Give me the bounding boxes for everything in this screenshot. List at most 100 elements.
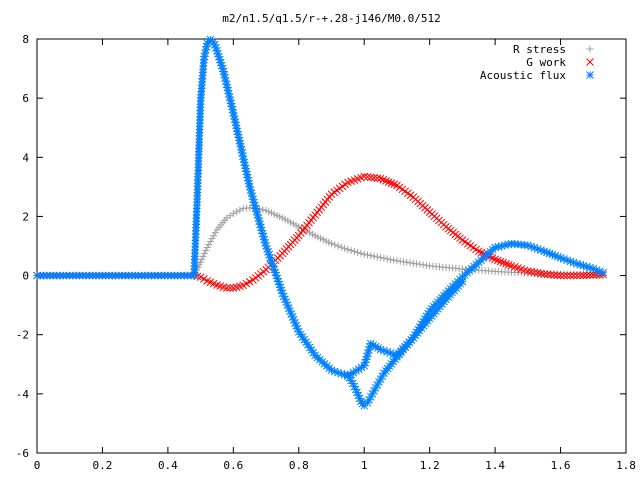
y-tick-label: -2 [16, 329, 29, 342]
data-point [370, 252, 378, 260]
data-point [337, 243, 345, 251]
data-point [205, 241, 213, 249]
x-tick-label: 1.4 [485, 459, 505, 472]
data-point [334, 242, 342, 250]
plot-frame [36, 38, 627, 454]
data-point [390, 256, 398, 264]
data-point [382, 176, 390, 185]
data-point [384, 178, 393, 186]
data-point [210, 232, 218, 240]
data-point [393, 257, 401, 265]
legend-entry: G work [526, 56, 594, 69]
data-point [202, 246, 210, 254]
series-g-work [33, 172, 607, 292]
y-tick-label: -4 [16, 388, 30, 401]
data-point [413, 260, 421, 268]
data-point [208, 235, 216, 243]
data-point [347, 246, 355, 254]
data-point [499, 258, 508, 267]
data-point [416, 260, 424, 268]
data-point [458, 277, 467, 286]
legend-label: G work [526, 56, 566, 69]
data-point [399, 258, 407, 266]
data-point [376, 174, 385, 183]
data-point [363, 173, 372, 181]
data-point [354, 248, 362, 256]
data-point [573, 271, 581, 280]
x-tick-label: 0.8 [289, 459, 309, 472]
x-tick-label: 1.2 [420, 459, 440, 472]
data-point [198, 255, 206, 263]
data-point [203, 243, 211, 251]
data-point [259, 206, 267, 214]
y-tick-label: -6 [16, 447, 29, 460]
y-tick-label: 2 [22, 210, 29, 223]
data-point [211, 229, 219, 237]
data-point [502, 259, 510, 268]
data-point [406, 259, 414, 267]
series-layer [33, 35, 607, 410]
data-point [533, 269, 542, 277]
data-point [546, 270, 555, 279]
data-point [201, 249, 209, 257]
data-point [496, 257, 505, 266]
data-point [550, 271, 558, 279]
data-point [363, 251, 371, 259]
data-point [409, 259, 417, 267]
data-point [390, 180, 399, 189]
x-tick-label: 1.8 [616, 459, 636, 472]
y-tick-label: 0 [22, 270, 29, 283]
data-point [341, 244, 349, 252]
legend-marker [586, 71, 594, 79]
data-point [241, 161, 249, 170]
data-point [379, 175, 388, 184]
legend-marker [586, 45, 594, 53]
y-tick-label: 6 [22, 92, 29, 105]
x-tick-label: 0.4 [158, 459, 178, 472]
data-point [589, 271, 598, 279]
data-point [222, 284, 231, 292]
data-point [559, 271, 568, 280]
data-point [213, 46, 221, 55]
data-point [377, 254, 385, 262]
data-point [419, 261, 427, 269]
data-point [563, 271, 571, 280]
series-acoustic-flux [33, 35, 607, 410]
data-point [360, 172, 369, 181]
data-point [422, 261, 430, 269]
chart-title: m2/n1.5/q1.5/r-+.28-j146/M0.0/512 [222, 12, 441, 25]
data-point [370, 173, 378, 182]
legend-label: R stress [513, 43, 566, 56]
data-point [344, 246, 352, 254]
data-point [540, 270, 549, 278]
legend-entry: Acoustic flux [480, 69, 594, 82]
legend-entry: R stress [513, 43, 594, 56]
data-point [331, 241, 339, 249]
data-point [556, 271, 565, 280]
data-point [236, 206, 244, 214]
data-point [386, 255, 394, 263]
data-point [504, 260, 513, 269]
data-point [396, 257, 404, 265]
data-point [366, 173, 375, 182]
data-point [357, 249, 365, 257]
y-tick-label: 4 [22, 151, 29, 164]
x-tick-label: 0.2 [93, 459, 113, 472]
legend-marker [586, 58, 594, 66]
data-point [206, 238, 214, 246]
data-point [530, 268, 539, 277]
data-point [350, 247, 358, 255]
data-point [304, 341, 312, 349]
data-point [566, 271, 575, 280]
data-point [523, 267, 532, 275]
data-point [579, 271, 588, 280]
data-point [493, 256, 502, 265]
data-point [543, 270, 552, 279]
data-point [199, 252, 207, 260]
data-point [383, 255, 391, 263]
data-point [360, 250, 368, 258]
data-point [367, 252, 375, 260]
x-tick-label: 0 [34, 459, 41, 472]
